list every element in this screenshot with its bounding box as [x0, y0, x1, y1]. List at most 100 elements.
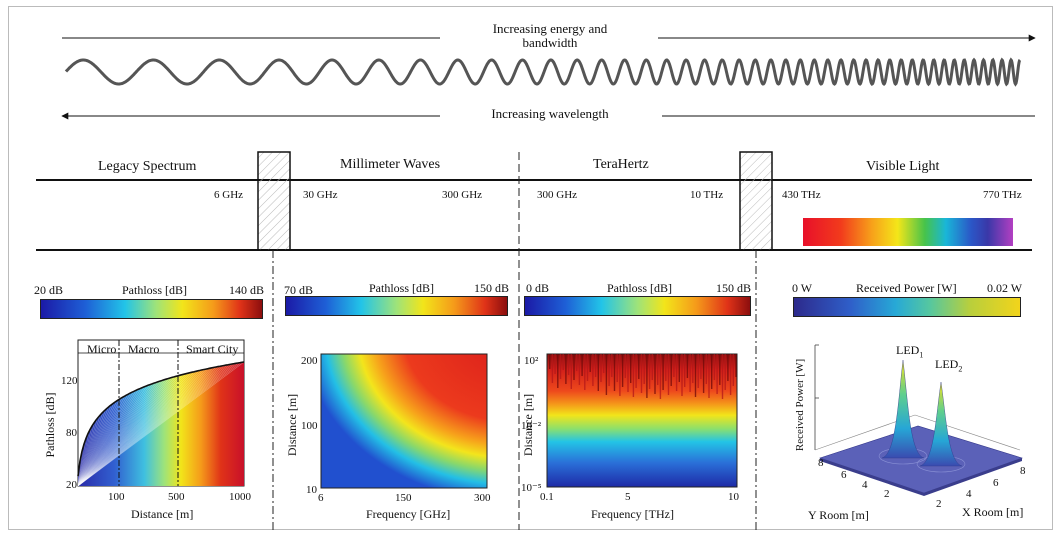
thz-spike	[700, 354, 702, 379]
thz-spike	[605, 354, 608, 395]
vlc-zlabel: Received Power [W]	[794, 358, 806, 452]
band-title-legacy: Legacy Spectrum	[98, 159, 197, 174]
thz-spike	[689, 354, 691, 392]
thz-spike	[651, 354, 653, 380]
legacy-fan-ray	[78, 431, 90, 486]
thz-spike	[621, 354, 624, 387]
led2-label: LED2	[935, 357, 963, 374]
thz-spike	[721, 354, 724, 399]
legacy-fan-ray	[78, 374, 181, 486]
legacy-fan-ray	[78, 437, 87, 486]
thz-spike	[662, 354, 664, 390]
legacy-fan-ray	[78, 407, 109, 486]
legacy-fan-ray	[78, 402, 115, 486]
thz-spike	[713, 354, 716, 380]
band-mmwave-upper: 300 GHz	[442, 189, 483, 201]
thz-spike	[732, 354, 734, 386]
thz-spike	[570, 354, 572, 389]
thz-spike	[697, 354, 699, 388]
thz-spike	[562, 354, 564, 370]
thz-spike	[594, 354, 597, 377]
legacy-xtick-100: 100	[108, 491, 125, 503]
energy-label-line1: Increasing energy and	[492, 21, 608, 36]
thz-spike	[705, 354, 707, 384]
thz-spike	[559, 354, 562, 379]
legacy-fan-ray	[78, 399, 120, 486]
plot-legacy	[77, 339, 245, 487]
thz-spike	[724, 354, 726, 390]
vlc-ytick-6: 6	[841, 469, 847, 481]
cbar-mmwave-label: Pathloss [dB]	[369, 281, 435, 295]
thz-spike	[686, 354, 689, 378]
thz-spike	[627, 354, 629, 392]
wavelength-label: Increasing wavelength	[491, 106, 609, 121]
region-smart-city: Smart City	[186, 342, 239, 356]
legacy-fan-ray	[78, 375, 178, 486]
thz-spike	[576, 354, 578, 371]
thz-spike	[578, 354, 581, 385]
thz-ytick-mid: 10⁻²	[521, 420, 542, 432]
thz-spike	[735, 354, 737, 377]
legacy-ytick-80: 80	[66, 427, 77, 439]
band-thz-lower: 300 GHz	[537, 189, 578, 201]
thz-xtick-0.1: 0.1	[540, 491, 554, 503]
legacy-xtick-500: 500	[168, 491, 185, 503]
thz-spike	[670, 354, 672, 386]
legacy-fan-ray	[78, 366, 217, 486]
legacy-fan-ray	[78, 365, 225, 486]
legacy-fan-ray	[78, 387, 142, 486]
thz-spike	[567, 354, 570, 375]
led1-peak	[881, 359, 925, 459]
gap-block-1	[257, 151, 291, 251]
legacy-xtick-1000: 1000	[229, 491, 251, 503]
legacy-fan-ray	[78, 395, 126, 486]
gap-block-2	[739, 151, 773, 251]
vlc-ytick-2: 2	[884, 488, 890, 500]
thz-spike	[619, 354, 621, 396]
legacy-fan-ray	[78, 367, 214, 486]
legacy-fan-ray	[78, 362, 239, 486]
mmwave-xtick-6: 6	[318, 492, 324, 504]
thz-spike	[643, 354, 645, 384]
thz-xtick-5: 5	[625, 491, 631, 503]
cbar-vlc-label: Received Power [W]	[856, 281, 957, 295]
thz-spike	[592, 354, 594, 386]
thz-spike	[727, 354, 729, 381]
legacy-fan-ray	[78, 383, 153, 486]
thz-spike	[630, 354, 632, 383]
thz-spike	[557, 354, 559, 388]
legacy-fan-ray	[78, 418, 98, 486]
thz-spike	[603, 354, 605, 373]
legacy-fan-ray	[78, 409, 106, 486]
legacy-ylabel: Pathloss [dB]	[43, 392, 57, 458]
cbar-vlc-max: 0.02 W	[987, 281, 1023, 295]
vlc-xtick-6: 6	[993, 477, 999, 489]
vlc-xtick-8: 8	[1020, 465, 1026, 477]
region-macro: Macro	[128, 342, 160, 356]
thz-spike	[600, 354, 602, 382]
energy-label-line2: bandwidth	[522, 35, 578, 50]
vlc-ytick-8: 8	[818, 457, 824, 469]
thz-spike	[638, 354, 640, 379]
legacy-fan-ray	[78, 363, 236, 486]
thz-ytick-high: 10²	[524, 355, 539, 367]
legacy-xlabel: Distance [m]	[131, 507, 194, 521]
legacy-fan-ray	[78, 384, 151, 486]
thz-spike	[665, 354, 667, 381]
legacy-fan-ray	[78, 376, 176, 486]
energy-label: Increasing energy and bandwidth	[440, 22, 660, 50]
mmwave-heatmap	[320, 353, 488, 489]
thz-spike	[640, 354, 643, 393]
legacy-fan-ray	[78, 367, 211, 486]
legacy-fan-ray	[78, 362, 244, 486]
legacy-fan-ray	[78, 392, 131, 486]
mmwave-xtick-300: 300	[474, 492, 491, 504]
legacy-fan-ray	[78, 374, 184, 486]
thz-xlabel: Frequency [THz]	[591, 507, 674, 521]
vlc-ylabel: Y Room [m]	[808, 508, 869, 522]
thz-absorption-spikes	[549, 354, 737, 399]
legacy-fan-ray	[78, 385, 148, 486]
colorbar-vlc	[793, 297, 1021, 317]
thz-spike	[711, 354, 713, 389]
